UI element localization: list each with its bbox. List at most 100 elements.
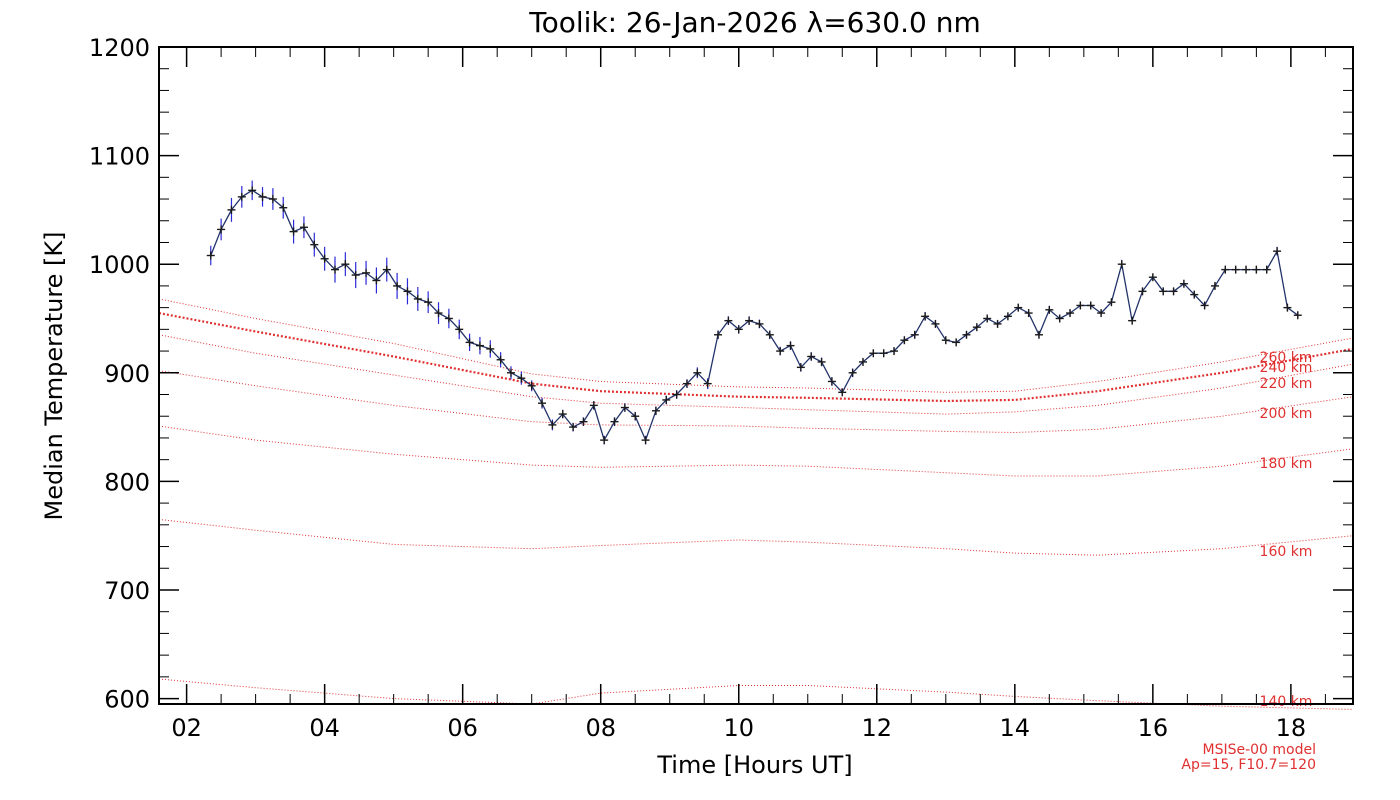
data-point	[1210, 281, 1219, 290]
data-point	[538, 399, 547, 408]
model-label-140-km: 140 km	[1260, 694, 1313, 710]
x-tick-label: 08	[585, 714, 616, 742]
data-point	[579, 417, 588, 426]
data-point	[455, 325, 464, 334]
data-point	[1273, 247, 1282, 256]
data-point	[1014, 303, 1023, 312]
data-point	[838, 388, 847, 397]
data-point	[1066, 309, 1075, 318]
data-point	[279, 203, 288, 212]
model-line-160-km	[158, 518, 1354, 556]
x-tick-label: 12	[862, 714, 893, 742]
data-point	[1242, 265, 1251, 274]
chart-title: Toolik: 26-Jan-2026 λ=630.0 nm	[528, 6, 981, 39]
data-point	[952, 338, 961, 347]
data-point	[724, 316, 733, 325]
y-tick-label: 1000	[89, 251, 150, 279]
data-point	[631, 412, 640, 421]
y-tick-label: 700	[104, 577, 150, 605]
data-point	[983, 314, 992, 323]
data-point	[993, 319, 1002, 328]
data-point	[1159, 287, 1168, 296]
data-point	[517, 374, 526, 383]
data-point	[424, 298, 433, 307]
model-note-line1: MSISe-00 model	[1202, 742, 1316, 758]
data-point	[351, 271, 360, 280]
data-point	[248, 186, 257, 195]
data-point	[1293, 311, 1302, 320]
data-point	[372, 276, 381, 285]
data-point	[217, 225, 226, 234]
x-tick-label: 10	[723, 714, 754, 742]
data-point	[1221, 265, 1230, 274]
data-point	[827, 377, 836, 386]
data-point	[310, 240, 319, 249]
data-point	[486, 344, 495, 353]
data-point	[776, 347, 785, 356]
data-point	[506, 368, 515, 377]
data-point	[662, 395, 671, 404]
data-point	[931, 319, 940, 328]
data-point	[206, 251, 215, 260]
data-point	[921, 312, 930, 321]
y-tick-label: 800	[104, 468, 150, 496]
data-point	[1034, 330, 1043, 339]
data-point	[786, 341, 795, 350]
data-point	[1055, 314, 1064, 323]
y-tick-label: 600	[104, 686, 150, 714]
data-point	[900, 336, 909, 345]
data-point	[258, 192, 267, 201]
data-point	[1138, 287, 1147, 296]
data-point	[972, 323, 981, 332]
data-point	[1190, 290, 1199, 299]
model-line-180-km	[158, 425, 1354, 477]
x-tick-label: 14	[1000, 714, 1031, 742]
x-tick-label: 16	[1138, 714, 1169, 742]
model-label-240-km: 240 km	[1260, 360, 1313, 376]
y-tick-label: 1100	[89, 143, 150, 171]
data-point	[610, 417, 619, 426]
data-point	[527, 381, 536, 390]
data-point	[1148, 273, 1157, 282]
data-point	[1086, 301, 1095, 310]
model-label-200-km: 200 km	[1260, 406, 1313, 422]
data-point	[703, 379, 712, 388]
data-point	[465, 338, 474, 347]
data-point	[858, 357, 867, 366]
data-point	[941, 336, 950, 345]
data-point	[362, 268, 371, 277]
data-point	[320, 254, 329, 263]
data-point	[910, 330, 919, 339]
data-point	[444, 314, 453, 323]
data-point	[1200, 301, 1209, 310]
data-point	[693, 368, 702, 377]
model-line-240-km	[158, 312, 1354, 403]
data-point	[869, 349, 878, 358]
data-point	[682, 379, 691, 388]
x-tick-label: 06	[447, 714, 478, 742]
data-point	[1231, 265, 1240, 274]
y-tick-label: 1200	[89, 34, 150, 62]
data-point	[962, 330, 971, 339]
data-point	[289, 227, 298, 236]
model-note-line2: Ap=15, F10.7=120	[1181, 757, 1316, 773]
data-point	[1128, 316, 1137, 325]
axis-ticks: 02 04 06 08 10 12 14 16 18 600 700 800 900 1000 1100 12…	[89, 34, 1353, 742]
y-tick-label: 900	[104, 360, 150, 388]
data-point	[714, 330, 723, 339]
model-label-160-km: 160 km	[1260, 544, 1313, 560]
data-point	[765, 330, 774, 339]
data-point	[745, 316, 754, 325]
x-tick-label: 04	[309, 714, 340, 742]
model-label-220-km: 220 km	[1260, 376, 1313, 392]
observed-temperature-series	[206, 180, 1302, 445]
x-axis-label: Time [Hours UT]	[656, 751, 852, 779]
data-point	[1107, 298, 1116, 307]
data-point	[237, 192, 246, 201]
data-point	[600, 436, 609, 445]
data-point	[299, 223, 308, 232]
data-point	[807, 352, 816, 361]
model-line-200-km	[158, 370, 1354, 434]
data-point	[341, 260, 350, 269]
